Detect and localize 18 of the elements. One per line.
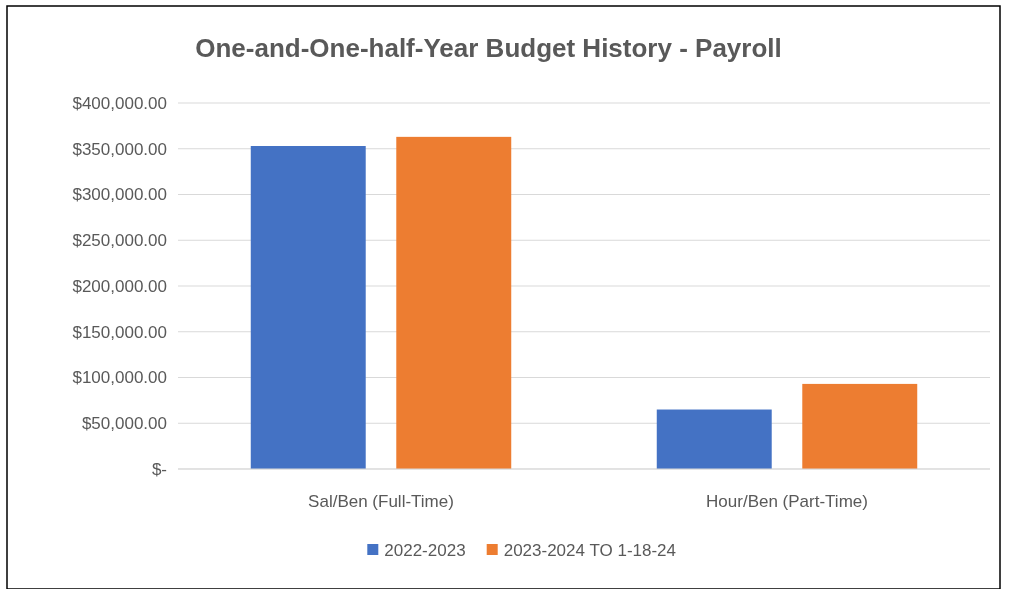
bar: [656, 409, 772, 469]
y-tick-label: $350,000.00: [72, 139, 167, 159]
bar: [396, 136, 512, 469]
y-tick-label: $100,000.00: [72, 368, 167, 388]
chart-title: One-and-One-half-Year Budget History - Payroll: [195, 33, 782, 63]
legend-label: 2022-2023: [384, 540, 466, 560]
y-tick-label: $300,000.00: [72, 185, 167, 205]
y-tick-label: $50,000.00: [81, 414, 167, 434]
y-tick-label: $250,000.00: [72, 231, 167, 251]
y-tick-label: $400,000.00: [72, 93, 167, 113]
y-tick-label: $200,000.00: [72, 276, 167, 296]
y-tick-label: $150,000.00: [72, 322, 167, 342]
bar: [802, 383, 918, 469]
y-tick-label: $-: [151, 459, 167, 479]
x-tick-label: Sal/Ben (Full-Time): [308, 492, 454, 511]
x-tick-label: Hour/Ben (Part-Time): [706, 492, 868, 511]
legend-label: 2023-2024 TO 1-18-24: [503, 540, 677, 560]
bar: [250, 146, 366, 469]
